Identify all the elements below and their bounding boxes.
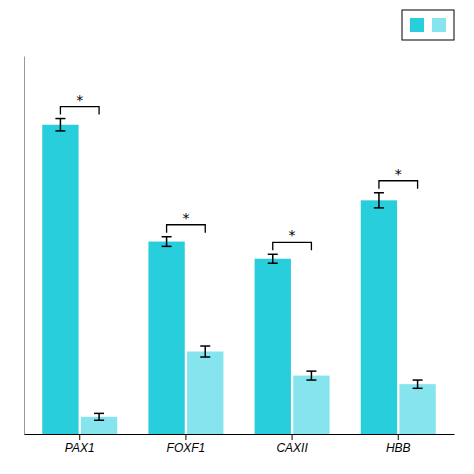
error-bar-line <box>60 119 62 131</box>
x-axis: PAX1 FOXF1 CAXII HBB <box>25 434 455 455</box>
bar <box>361 200 397 434</box>
legend-swatch <box>432 18 446 32</box>
error-bar-line <box>374 207 384 209</box>
significance-bracket <box>379 181 418 189</box>
annotation: * <box>182 210 189 226</box>
error-bar-line <box>268 254 278 256</box>
error-bar <box>374 193 384 208</box>
error-bar-line <box>374 192 384 194</box>
legend <box>402 10 454 40</box>
error-bar-line <box>162 236 172 238</box>
annotation: * <box>76 92 83 108</box>
bar <box>148 242 184 434</box>
chart: PAX1 FOXF1 CAXII HBB * * * * <box>0 0 474 474</box>
x-tick-mark <box>292 434 293 440</box>
error-bar <box>306 371 316 380</box>
error-bar-line <box>94 413 104 415</box>
bar <box>187 352 223 434</box>
error-bar-line <box>94 420 104 422</box>
x-tick: FOXF1 <box>167 434 206 455</box>
legend-box <box>402 10 454 40</box>
error-bar-line <box>200 356 210 358</box>
plot-area: PAX1 FOXF1 CAXII HBB * * * * <box>25 57 455 455</box>
x-tick-mark <box>398 434 399 440</box>
error-bar <box>94 413 104 420</box>
error-bar-line <box>200 345 210 347</box>
bar <box>42 125 78 434</box>
y-axis <box>24 57 25 435</box>
series <box>81 346 436 434</box>
error-bar-line <box>311 371 313 380</box>
error-bar <box>268 254 278 263</box>
annotation: * <box>395 166 402 182</box>
error-bar-line <box>378 193 380 208</box>
error-bar-line <box>413 388 423 390</box>
error-bar-line <box>306 370 316 372</box>
error-bar <box>55 119 65 131</box>
annotations: * * * * <box>60 92 417 251</box>
x-tick-label: CAXII <box>276 441 308 455</box>
x-tick-mark <box>185 434 186 440</box>
bar <box>399 384 435 434</box>
error-bar-line <box>98 413 100 420</box>
x-tick: CAXII <box>276 434 308 455</box>
x-tick-label: FOXF1 <box>167 441 206 455</box>
error-bar-line <box>55 130 65 132</box>
bar <box>255 259 291 434</box>
error-bar-line <box>162 246 172 248</box>
error-bar-line <box>166 237 168 247</box>
x-tick: HBB <box>386 434 411 455</box>
error-bar <box>162 237 172 247</box>
error-bar-line <box>204 346 206 357</box>
error-bar <box>413 380 423 388</box>
x-tick-label: HBB <box>386 441 411 455</box>
bar <box>293 376 329 434</box>
error-bar-line <box>306 379 316 381</box>
error-bar-line <box>417 380 419 388</box>
marks <box>42 119 436 434</box>
significance-bracket <box>167 225 206 233</box>
error-bar-line <box>272 254 274 263</box>
significance-bracket <box>273 242 312 250</box>
significance-bracket <box>60 107 99 115</box>
annotation: * <box>289 227 296 243</box>
error-bar-line <box>413 379 423 381</box>
error-bar-line <box>55 118 65 120</box>
x-tick-label: PAX1 <box>65 441 95 455</box>
legend-swatch <box>410 18 424 32</box>
x-tick-mark <box>79 434 80 440</box>
error-bar <box>200 346 210 357</box>
error-bar-line <box>268 262 278 264</box>
x-tick: PAX1 <box>65 434 95 455</box>
x-axis-line <box>25 434 455 435</box>
series <box>42 119 397 434</box>
y-axis-line <box>24 57 25 435</box>
